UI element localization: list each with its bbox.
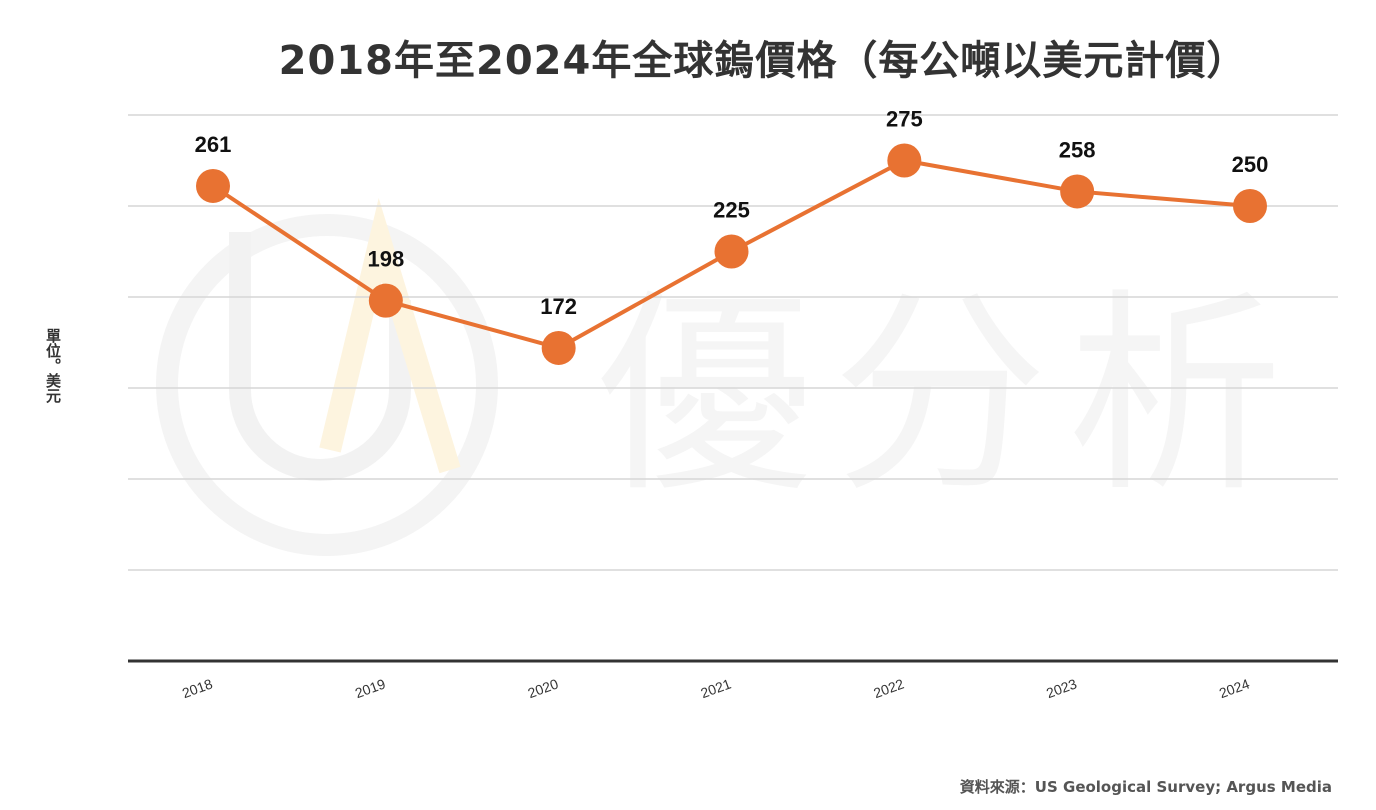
x-tick-label: 2024 [1217,675,1252,701]
data-label: 198 [367,247,404,272]
watermark-text: 優分析 [598,270,1303,521]
data-labels-group: 261 198 172 225 275 258 250 [195,107,1269,319]
data-label: 250 [1232,152,1269,177]
data-point [714,234,749,269]
y-axis-label: 單位。美元 [44,328,62,403]
source-note: 資料來源：US Geological Survey; Argus Media [959,778,1332,796]
x-tick-label: 2023 [1044,675,1079,701]
x-tick-label: 2018 [180,675,215,701]
data-point [1233,189,1267,223]
x-tick-label: 2021 [698,675,733,701]
data-label: 261 [195,132,232,157]
data-label: 225 [713,198,750,223]
x-tick-label: 2022 [871,675,906,701]
x-tick-label: 2019 [353,675,388,701]
data-label: 258 [1059,137,1096,162]
watermark-logo: 優分析 [156,197,1303,556]
series-line-group [196,143,1267,365]
data-point [1060,174,1095,209]
x-tick-label: 2020 [526,675,561,701]
x-tick-labels-group: 2018 2019 2020 2021 2022 2023 2024 [180,675,1252,701]
data-label: 275 [886,107,923,132]
chart-title: 2018年至2024年全球鎢價格（每公噸以美元計價） [278,38,1248,84]
data-label: 172 [540,294,577,319]
data-point [887,143,922,178]
data-point [196,168,230,203]
data-point [541,330,576,365]
data-point [368,283,403,318]
gridlines [128,114,1338,571]
